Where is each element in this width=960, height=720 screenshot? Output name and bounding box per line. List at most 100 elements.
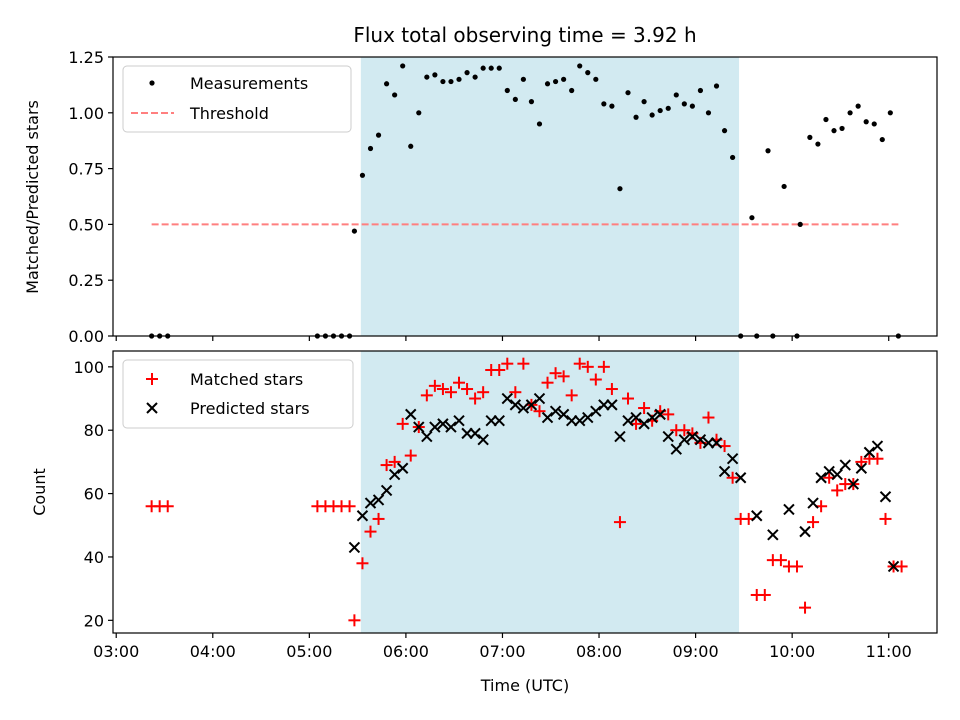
ratio-legend: Measurements Threshold <box>122 65 352 133</box>
measurement-point <box>797 221 803 227</box>
x-tick-label: 04:00 <box>190 642 236 661</box>
matched-star-point <box>533 405 546 418</box>
measurement-point <box>887 110 893 116</box>
ratio-y-axis-label: Matched/Predicted stars <box>23 100 42 294</box>
predicted-star-point <box>638 418 650 430</box>
measurement-point <box>351 228 358 234</box>
matched-star-point <box>662 408 675 421</box>
predicted-star-point <box>525 399 538 411</box>
matched-star-point <box>638 402 651 415</box>
legend-matched-marker <box>146 373 158 385</box>
predicted-star-point <box>734 472 747 484</box>
matched-star-point <box>581 360 594 373</box>
predicted-star-point <box>751 510 763 522</box>
measurement-point <box>585 70 591 76</box>
predicted-star-point <box>887 560 900 573</box>
measurement-point <box>383 81 390 87</box>
measurement-point <box>536 121 543 127</box>
predicted-star-point <box>831 468 843 481</box>
predicted-star-point <box>678 434 691 446</box>
measurement-point <box>665 105 671 111</box>
predicted-star-point <box>654 408 666 421</box>
predicted-star-point <box>710 437 723 449</box>
predicted-star-point <box>686 430 699 443</box>
measurement-point <box>400 63 406 69</box>
measurement-point <box>815 141 821 147</box>
predicted-star-point <box>477 434 489 446</box>
matched-star-point <box>380 459 393 472</box>
measurement-point <box>577 63 583 69</box>
measurement-point <box>730 154 736 161</box>
ratio-y-tick-label: 0.75 <box>68 160 104 179</box>
predicted-star-point <box>767 529 779 541</box>
matched-star-point <box>622 392 634 405</box>
predicted-star-point <box>501 392 514 405</box>
matched-star-point <box>774 554 787 567</box>
x-tick-label: 06:00 <box>383 642 429 661</box>
matched-star-point <box>501 357 514 370</box>
predicted-star-point <box>549 405 562 417</box>
predicted-star-point <box>662 430 674 443</box>
measurement-point <box>504 87 510 94</box>
predicted-star-point <box>533 392 546 405</box>
matched-star-point <box>420 389 433 402</box>
predicted-star-point <box>574 415 586 427</box>
matched-star-point <box>453 376 466 389</box>
measurement-point <box>749 215 755 221</box>
predicted-star-point <box>847 478 860 490</box>
measurement-point <box>855 103 861 109</box>
matched-star-point <box>436 383 449 396</box>
predicted-star-point <box>348 541 361 554</box>
matched-star-point <box>758 588 771 601</box>
predicted-star-point <box>646 411 658 424</box>
x-tick-label: 07:00 <box>479 642 525 661</box>
x-tick-label: 10:00 <box>769 642 815 661</box>
count-y-tick-label: 20 <box>84 611 104 630</box>
predicted-star-point <box>380 484 393 497</box>
measurement-point <box>713 83 720 89</box>
matched-star-point <box>348 614 361 627</box>
matched-star-point <box>549 367 562 380</box>
measurement-point <box>448 78 454 85</box>
matched-star-point <box>855 455 868 468</box>
predicted-star-point <box>582 411 594 424</box>
predicted-star-point <box>879 491 892 503</box>
measurement-point <box>375 132 382 138</box>
matched-star-point <box>807 516 820 529</box>
predicted-star-point <box>388 468 401 481</box>
count-y-tick-label: 60 <box>84 485 104 504</box>
measurement-point <box>681 101 687 107</box>
predicted-star-point <box>356 510 369 522</box>
count-y-tick-label: 40 <box>84 548 104 567</box>
measurement-point <box>496 65 502 71</box>
measurement-point <box>617 186 623 192</box>
measurement-point <box>657 107 663 114</box>
measurement-point <box>569 87 575 94</box>
predicted-star-point <box>630 411 642 424</box>
measurement-point <box>705 110 712 116</box>
measurement-point <box>520 76 526 82</box>
ratio-x-ticks <box>115 336 890 341</box>
measurement-point <box>823 116 829 123</box>
matched-star-point <box>605 383 618 396</box>
measurement-point <box>480 65 486 71</box>
measurement-point <box>464 70 470 76</box>
predicted-star-point <box>694 434 707 446</box>
measurement-point <box>424 74 430 80</box>
matched-star-point <box>799 601 812 614</box>
x-tick-label: 08:00 <box>576 642 622 661</box>
measurement-point <box>416 110 422 116</box>
measurement-point <box>697 87 704 94</box>
count-legend: Matched stars Predicted stars <box>122 359 354 429</box>
count-y-tick-label: 80 <box>84 421 104 440</box>
x-tick-label: 03:00 <box>93 642 139 661</box>
matched-star-point <box>613 516 626 529</box>
predicted-star-point <box>445 421 457 433</box>
measurement-point <box>456 76 462 82</box>
matched-star-point <box>557 370 570 383</box>
measurement-point <box>488 65 494 71</box>
measurement-point <box>544 81 551 87</box>
measurement-point <box>689 103 695 109</box>
matched-star-point <box>404 449 417 462</box>
predicted-star-point <box>614 430 626 443</box>
